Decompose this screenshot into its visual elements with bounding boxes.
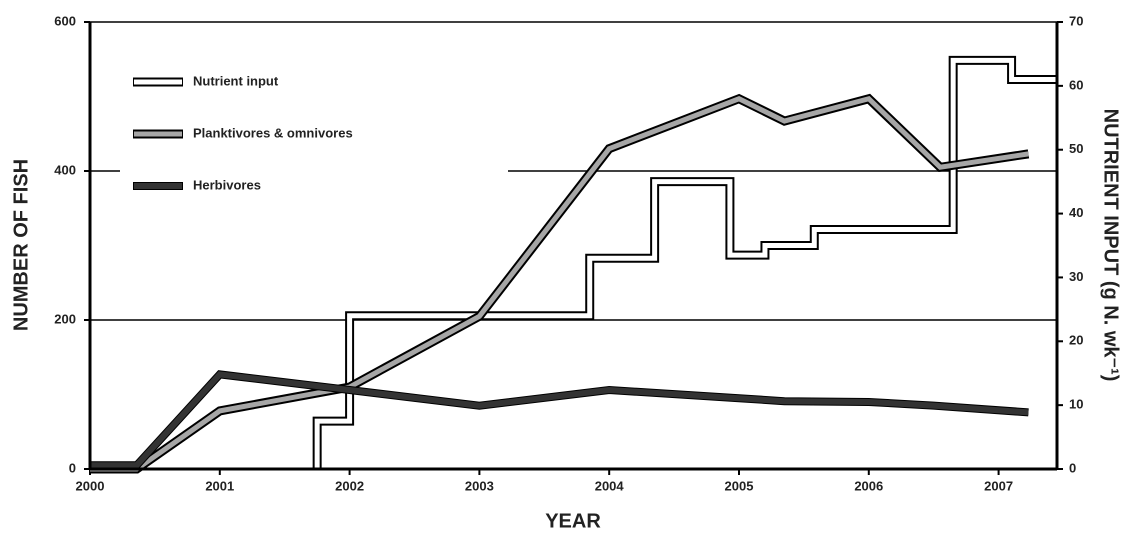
y-tick-label: 600 [54, 13, 76, 28]
x-tick-label: 2000 [76, 478, 105, 493]
y2-tick-label: 40 [1069, 205, 1083, 220]
legend-label: Nutrient input [193, 73, 279, 88]
y-axis-title: NUMBER OF FISH [10, 159, 32, 331]
x-tick-label: 2004 [595, 478, 625, 493]
series-line [90, 371, 1029, 469]
y2-tick-label: 0 [1069, 460, 1076, 475]
y2-axis-title: NUTRIENT INPUT (g N. wk⁻¹) [1100, 109, 1122, 382]
x-tick-label: 2005 [725, 478, 754, 493]
y-tick-label: 200 [54, 311, 76, 326]
y-tick-label: 0 [69, 460, 76, 475]
y2-tick-label: 60 [1069, 77, 1083, 92]
y2-tick-label: 30 [1069, 269, 1083, 284]
y2-tick-label: 50 [1069, 141, 1083, 156]
legend-label: Herbivores [193, 177, 261, 192]
x-axis-title: YEAR [545, 510, 601, 532]
x-tick-label: 2002 [335, 478, 364, 493]
y2-tick-label: 10 [1069, 397, 1083, 412]
x-tick-label: 2001 [205, 478, 234, 493]
series-line [314, 57, 1057, 469]
legend-box [120, 55, 508, 205]
series-outline [90, 370, 1029, 470]
legend-label: Planktivores & omnivores [193, 125, 353, 140]
x-tick-label: 2007 [984, 478, 1013, 493]
x-tick-label: 2006 [854, 478, 883, 493]
y2-tick-label: 70 [1069, 13, 1083, 28]
x-tick-label: 2003 [465, 478, 494, 493]
series-line [90, 95, 1029, 472]
y-tick-label: 400 [54, 162, 76, 177]
y2-tick-label: 20 [1069, 333, 1083, 348]
